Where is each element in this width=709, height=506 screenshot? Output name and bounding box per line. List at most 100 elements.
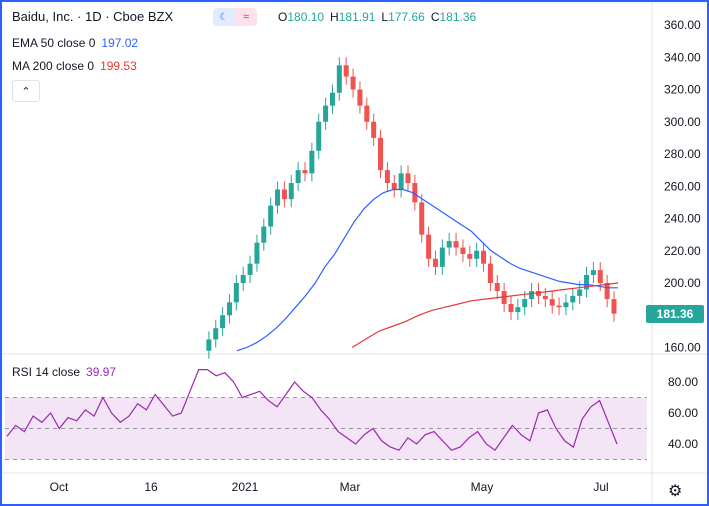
candle-body [515, 307, 521, 313]
ma-label: MA 200 close 0 [12, 59, 95, 73]
candle-body [398, 173, 404, 190]
time-axis-label: May [471, 480, 494, 494]
ma-200-line [351, 282, 619, 349]
candle-body [419, 202, 425, 235]
candle-body [316, 121, 322, 151]
candle-body [529, 291, 535, 300]
price-tick-label: 200.00 [664, 276, 701, 290]
price-tick-label: 240.00 [664, 212, 701, 226]
price-tick-label: 340.00 [664, 50, 701, 64]
high-label: H [330, 10, 339, 24]
time-axis-label: Jul [593, 480, 608, 494]
candle-body [261, 226, 267, 243]
candle-body [481, 250, 487, 264]
candle-body [542, 295, 548, 300]
symbol-title: Baidu, Inc. · 1D · Cboe BZX [12, 9, 174, 24]
candle-body [254, 242, 260, 264]
candle-body [460, 247, 466, 254]
ema-label: EMA 50 close 0 [12, 36, 96, 50]
candle-body [288, 183, 294, 200]
candle-body [275, 189, 281, 206]
candle-body [584, 274, 590, 290]
price-tick-label: 220.00 [664, 244, 701, 258]
candle-body [343, 65, 349, 77]
candle-body [467, 253, 473, 259]
candle-body [522, 299, 528, 308]
candle-body [350, 76, 356, 90]
rsi-legend[interactable]: RSI 14 close 39.97 [12, 365, 116, 379]
candle-body [570, 295, 576, 303]
candle-body [432, 258, 438, 267]
candle-body [302, 170, 308, 174]
candle-body [233, 283, 239, 303]
rsi-tick-label: 60.00 [668, 406, 698, 420]
price-tick-label: 360.00 [664, 18, 701, 32]
candle-body [439, 247, 445, 267]
candle-body [426, 234, 432, 259]
price-tick-label: 160.00 [664, 341, 701, 355]
candle-body [563, 302, 569, 308]
candle-body [577, 289, 583, 296]
time-axis-label: 16 [144, 480, 158, 494]
rsi-line [6, 369, 618, 452]
last-price-tag: 181.36 [646, 305, 704, 323]
candle-body [597, 270, 603, 283]
price-tick-label: 320.00 [664, 83, 701, 97]
candle-body [508, 303, 514, 313]
candle-body [206, 339, 212, 351]
close-value: 181.36 [439, 10, 477, 24]
moon-icon[interactable]: ☾ [213, 8, 235, 26]
candle-body [309, 150, 315, 174]
time-axis-label: Oct [50, 480, 69, 494]
candle-body [590, 270, 596, 275]
ema-50-line [236, 188, 618, 352]
candle-body [247, 263, 253, 275]
price-tick-label: 260.00 [664, 179, 701, 193]
ema-value: 197.02 [101, 36, 139, 50]
candle-body [494, 283, 500, 292]
low-label: L [381, 10, 389, 24]
high-value: 181.91 [338, 10, 376, 24]
symbol-legend: Baidu, Inc. · 1D · Cboe BZX [12, 9, 173, 24]
ema-legend[interactable]: EMA 50 close 0 197.02 [12, 36, 138, 50]
candle-body [412, 183, 418, 203]
rsi-label: RSI 14 close [12, 365, 81, 379]
rsi-tick-label: 80.00 [668, 375, 698, 389]
candle-body [549, 299, 555, 306]
candle-body [487, 263, 493, 283]
visibility-toggle[interactable]: ☾ ≈ [213, 8, 263, 26]
candle-body [336, 65, 342, 93]
collapse-legend-button[interactable]: ⌃ [12, 80, 40, 102]
candle-body [556, 305, 562, 308]
close-label: C [430, 10, 440, 24]
rsi-tick-label: 40.00 [668, 437, 698, 451]
price-tick-label: 280.00 [664, 147, 701, 161]
candle-body [268, 205, 274, 227]
price-tick-label: 300.00 [664, 115, 701, 129]
candle-body [220, 315, 226, 329]
candle-body [357, 89, 363, 106]
candle-body [226, 302, 232, 316]
candle-body [501, 291, 507, 304]
candle-body [323, 105, 329, 122]
candle-body [391, 183, 397, 190]
candle-body [405, 173, 411, 184]
candle-body [474, 250, 480, 259]
ma-value: 199.53 [100, 59, 137, 73]
low-value: 177.66 [388, 10, 425, 24]
rsi-value: 39.97 [86, 365, 117, 379]
candle-body [281, 189, 287, 200]
ma-legend[interactable]: MA 200 close 0 199.53 [12, 59, 137, 73]
gear-icon[interactable]: ⚙ [668, 483, 683, 500]
time-axis-label: 2021 [232, 480, 259, 494]
waves-icon[interactable]: ≈ [235, 8, 257, 26]
candle-body [384, 170, 390, 184]
candle-body [364, 105, 370, 122]
candle-body [453, 241, 459, 248]
open-value: 180.10 [287, 10, 325, 24]
candle-body [604, 283, 610, 300]
candle-body [446, 241, 452, 248]
chevron-up-icon: ⌃ [21, 85, 31, 98]
